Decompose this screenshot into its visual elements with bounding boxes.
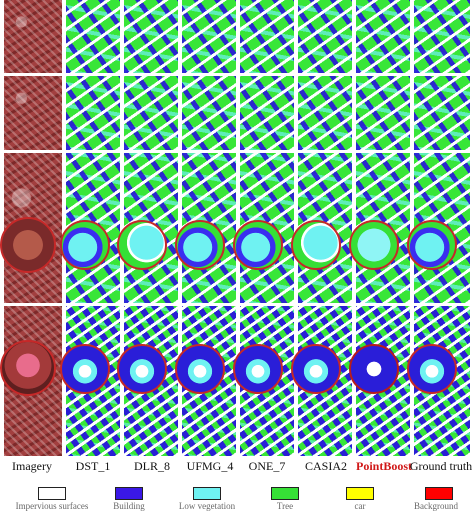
zoom-circle	[60, 344, 110, 394]
zoom-circle	[60, 220, 110, 270]
legend-label-background: Background	[414, 501, 458, 511]
zoom-circle	[291, 344, 341, 394]
zoom-circle-source	[0, 340, 56, 396]
class-legend: Impervious surfaces Building Low vegetat…	[0, 487, 474, 514]
zoom-circle	[175, 344, 225, 394]
segmentation-tile	[66, 0, 120, 73]
column-label-ufmg4: UFMG_4	[186, 459, 234, 473]
legend-swatch-background	[425, 487, 453, 500]
column-labels: Imagery DST_1 DLR_8 UFMG_4 ONE_7 CASIA2 …	[0, 459, 474, 475]
legend-swatch-tree	[271, 487, 299, 500]
segmentation-tile	[124, 76, 178, 150]
column-label-imagery: Imagery	[12, 459, 52, 473]
column-label-one7: ONE_7	[248, 459, 286, 473]
imagery-tile-2	[4, 76, 62, 150]
segmentation-tile	[356, 0, 410, 73]
segmentation-tile	[414, 76, 470, 150]
legend-label-building: Building	[113, 501, 145, 511]
legend-swatch-building	[115, 487, 143, 500]
segmentation-tile	[298, 76, 352, 150]
zoom-circle	[233, 344, 283, 394]
segmentation-tile	[414, 0, 470, 73]
segmentation-tile	[298, 0, 352, 73]
segmentation-tile	[240, 76, 294, 150]
column-label-dst1: DST_1	[75, 459, 111, 473]
segmentation-tile	[356, 76, 410, 150]
segmentation-tile	[66, 76, 120, 150]
zoom-circle	[117, 220, 167, 270]
legend-label-low-vegetation: Low vegetation	[178, 501, 236, 511]
legend-swatch-car	[346, 487, 374, 500]
segmentation-tile	[182, 76, 236, 150]
column-label-ground-truth: Ground truth	[409, 459, 473, 473]
zoom-circle	[291, 220, 341, 270]
segmentation-tile	[124, 306, 178, 456]
imagery-tile-1	[4, 0, 62, 73]
legend-label-car: car	[354, 501, 366, 511]
zoom-circle	[407, 344, 457, 394]
zoom-circle-source	[0, 217, 56, 273]
zoom-circle	[233, 220, 283, 270]
zoom-circle	[349, 220, 399, 270]
legend-swatch-low-vegetation	[193, 487, 221, 500]
zoom-circle	[349, 344, 399, 394]
column-label-pointboost: PointBoost	[355, 459, 413, 473]
dst1-column	[66, 0, 120, 456]
column-label-casia2: CASIA2	[304, 459, 348, 473]
legend-swatch-impervious	[38, 487, 66, 500]
zoom-circle	[407, 220, 457, 270]
segmentation-tile	[240, 0, 294, 73]
segmentation-tile	[124, 0, 178, 73]
zoom-circle	[175, 220, 225, 270]
pointboost-column	[356, 0, 410, 456]
column-label-dlr8: DLR_8	[134, 459, 170, 473]
zoom-circle	[117, 344, 167, 394]
legend-label-tree: Tree	[276, 501, 294, 511]
segmentation-tile	[182, 0, 236, 73]
legend-label-impervious: Impervious surfaces	[15, 501, 89, 511]
